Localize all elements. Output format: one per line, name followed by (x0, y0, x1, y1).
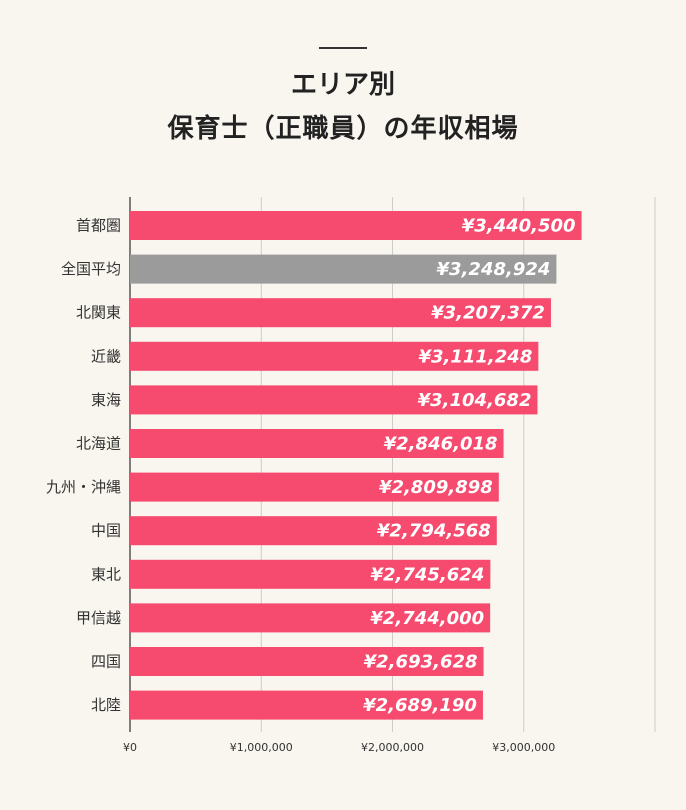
x-tick-label: ¥1,000,000 (230, 741, 293, 754)
category-label: 東北 (91, 565, 121, 583)
category-label: 東海 (91, 391, 121, 409)
value-label: ¥3,111,248 (418, 346, 532, 367)
category-label: 北海道 (76, 435, 121, 453)
x-tick-label: ¥0 (123, 741, 137, 754)
value-label: ¥2,745,624 (370, 564, 484, 585)
category-label: 四国 (91, 653, 121, 671)
bar (130, 472, 499, 502)
category-label: 全国平均 (61, 260, 121, 278)
value-label: ¥3,248,924 (437, 259, 551, 280)
bar (130, 429, 504, 458)
category-label: 中国 (91, 522, 121, 540)
category-label: 北陸 (91, 696, 121, 714)
bar (130, 341, 539, 371)
category-label: 近畿 (91, 347, 121, 365)
category-label: 甲信越 (76, 609, 121, 627)
title-rule (319, 47, 367, 49)
x-tick-label: ¥3,000,000 (492, 741, 555, 754)
category-label: 首都圏 (76, 217, 121, 235)
value-label: ¥3,104,682 (418, 390, 532, 411)
bar (130, 603, 491, 633)
category-label: 北関東 (76, 304, 121, 322)
value-label: ¥2,693,628 (364, 652, 478, 673)
bar (130, 254, 557, 284)
bar (130, 298, 551, 328)
category-label: 九州・沖縄 (46, 478, 121, 496)
bar (130, 559, 491, 589)
value-label: ¥3,440,500 (462, 216, 576, 237)
value-label: ¥2,809,898 (379, 477, 493, 498)
bar (130, 647, 484, 676)
bar (130, 690, 483, 720)
x-tick-label: ¥2,000,000 (361, 741, 424, 754)
bar (130, 516, 497, 546)
value-label: ¥3,207,372 (431, 303, 545, 324)
value-label: ¥2,689,190 (363, 695, 477, 716)
value-label: ¥2,744,000 (370, 608, 484, 629)
value-label: ¥2,794,568 (377, 521, 491, 542)
value-label: ¥2,846,018 (384, 434, 498, 455)
bar (130, 385, 538, 415)
chart-title-line2: 保育士（正職員）の年収相場 (167, 114, 519, 144)
bar (130, 211, 582, 240)
chart-title-line1: エリア別 (290, 70, 395, 100)
